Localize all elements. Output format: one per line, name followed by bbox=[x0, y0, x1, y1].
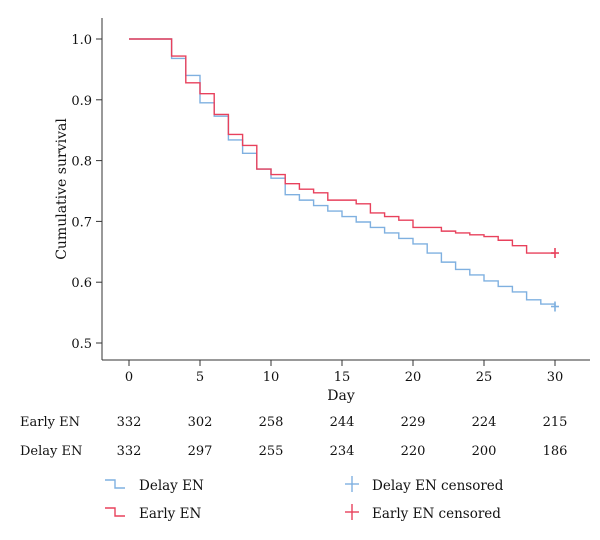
risk-value: 224 bbox=[472, 415, 497, 430]
risk-value: 186 bbox=[543, 444, 568, 459]
x-tick-label: 20 bbox=[405, 370, 422, 385]
risk-value: 234 bbox=[330, 444, 355, 459]
legend-label: Delay EN censored bbox=[372, 478, 504, 494]
plot-area: 0.5 0.6 0.7 0.8 0.9 1.0 0 5 10 15 20 25 30 bbox=[71, 18, 590, 385]
risk-value: 215 bbox=[543, 415, 568, 430]
legend-label: Early EN censored bbox=[372, 506, 501, 522]
risk-row-label: Early EN bbox=[20, 415, 80, 430]
y-tick-label: 0.7 bbox=[71, 215, 92, 230]
y-tick-label: 0.9 bbox=[71, 94, 92, 109]
risk-value: 200 bbox=[472, 444, 497, 459]
risk-value: 255 bbox=[259, 444, 284, 459]
risk-row-label: Delay EN bbox=[20, 444, 82, 459]
risk-value: 244 bbox=[330, 415, 355, 430]
x-tick-label: 25 bbox=[476, 370, 493, 385]
x-tick-label: 15 bbox=[334, 370, 351, 385]
x-tick-label: 30 bbox=[547, 370, 564, 385]
risk-value: 332 bbox=[117, 415, 142, 430]
x-axis-title: Day bbox=[327, 388, 355, 404]
x-tick-label: 5 bbox=[196, 370, 204, 385]
legend: Delay EN Early EN Delay EN censored Early E… bbox=[105, 476, 504, 522]
y-tick-label: 1.0 bbox=[71, 33, 92, 48]
legend-label: Delay EN bbox=[139, 478, 204, 494]
y-axis-title: Cumulative survival bbox=[54, 118, 70, 260]
legend-line-swatch bbox=[105, 507, 125, 517]
risk-value: 220 bbox=[401, 444, 426, 459]
y-tick-label: 0.5 bbox=[71, 337, 92, 352]
x-tick-label: 0 bbox=[125, 370, 133, 385]
y-tick-label: 0.8 bbox=[71, 155, 92, 170]
series-line-delay-en bbox=[129, 38, 556, 307]
risk-value: 258 bbox=[259, 415, 284, 430]
legend-label: Early EN bbox=[139, 506, 201, 522]
series-line-early-en bbox=[129, 38, 555, 254]
risk-value: 332 bbox=[117, 444, 142, 459]
risk-table: Early EN 332 302 258 244 229 224 215 Delay EN 332… bbox=[20, 415, 567, 459]
x-tick-label: 10 bbox=[263, 370, 280, 385]
y-tick-label: 0.6 bbox=[71, 276, 92, 291]
risk-value: 302 bbox=[188, 415, 213, 430]
risk-value: 297 bbox=[188, 444, 213, 459]
risk-value: 229 bbox=[401, 415, 426, 430]
legend-line-swatch bbox=[105, 479, 125, 489]
